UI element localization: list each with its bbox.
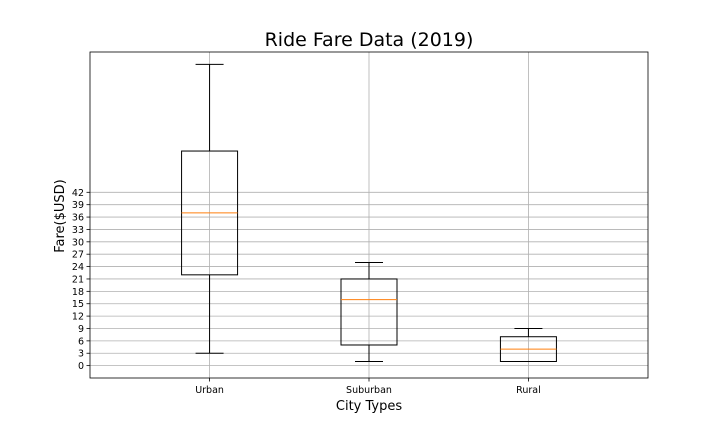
y-tick-label: 21 (72, 274, 84, 285)
y-tick-label: 27 (72, 250, 84, 261)
x-tick-label: Rural (516, 385, 541, 396)
x-ticks: Urban Suburban Rural (195, 378, 541, 396)
x-tick-label: Urban (195, 385, 224, 396)
y-tick-label: 36 (72, 213, 84, 224)
y-axis-label: Fare($USD) (53, 179, 68, 253)
y-tick-label: 12 (72, 312, 84, 323)
box-rural (499, 327, 557, 362)
y-tick-label: 3 (78, 349, 84, 360)
grid-layer (90, 52, 648, 378)
x-tick-label: Suburban (346, 385, 392, 396)
y-tick-label: 6 (78, 336, 84, 347)
iqr-box (340, 278, 398, 346)
y-tick-label: 39 (72, 200, 84, 211)
y-tick-label: 24 (72, 262, 84, 273)
box-urban (181, 63, 239, 354)
chart-title: Ride Fare Data (2019) (265, 29, 474, 51)
x-axis-label: City Types (336, 399, 402, 414)
y-tick-label: 30 (72, 237, 84, 248)
y-tick-label: 9 (78, 324, 84, 335)
y-tick-label: 33 (72, 225, 84, 236)
box-suburban (340, 261, 398, 362)
y-tick-label: 15 (72, 299, 84, 310)
y-tick-label: 18 (72, 287, 84, 298)
y-tick-label: 0 (78, 361, 84, 372)
y-tick-label: 42 (72, 188, 84, 199)
box-layer (181, 63, 557, 362)
